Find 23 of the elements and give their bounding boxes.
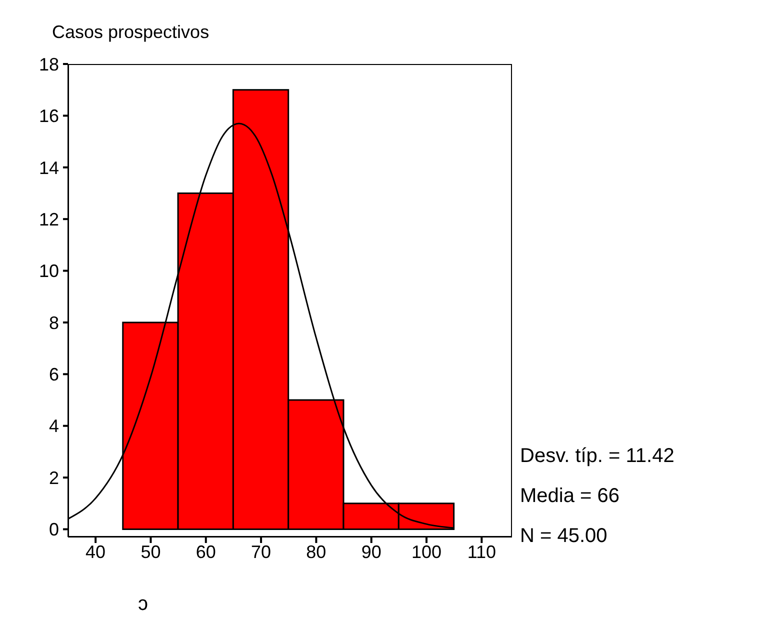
x-tick-label: 50 <box>140 542 161 562</box>
y-tick-label: 10 <box>38 261 59 282</box>
y-tick-label: 6 <box>48 364 59 385</box>
text: ɔ <box>138 593 148 616</box>
x-tick-label: 40 <box>86 542 106 562</box>
y-tick-label: 16 <box>38 106 59 126</box>
x-tick-label: 70 <box>251 542 272 562</box>
y-tick-label: 18 <box>38 54 59 74</box>
x-tick-label: 80 <box>306 542 326 562</box>
y-tick-label: 2 <box>48 468 59 488</box>
x-tick-label: 60 <box>196 542 216 562</box>
y-tick-label: 12 <box>38 209 59 230</box>
x-tick-label: 90 <box>361 542 382 562</box>
y-tick-label: 14 <box>38 158 59 178</box>
x-tick-label: 110 <box>467 542 496 562</box>
chart-title: Casos prospectivos <box>52 22 210 43</box>
x-tick-label: 100 <box>411 542 442 562</box>
text: N = 45.00 <box>520 524 608 549</box>
text: Media = 66 <box>520 484 621 509</box>
text: Desv. típ. = 11.42 <box>520 444 674 469</box>
y-tick-label: 4 <box>48 416 59 436</box>
y-tick-label: 0 <box>48 520 59 540</box>
y-tick-label: 8 <box>48 312 59 333</box>
